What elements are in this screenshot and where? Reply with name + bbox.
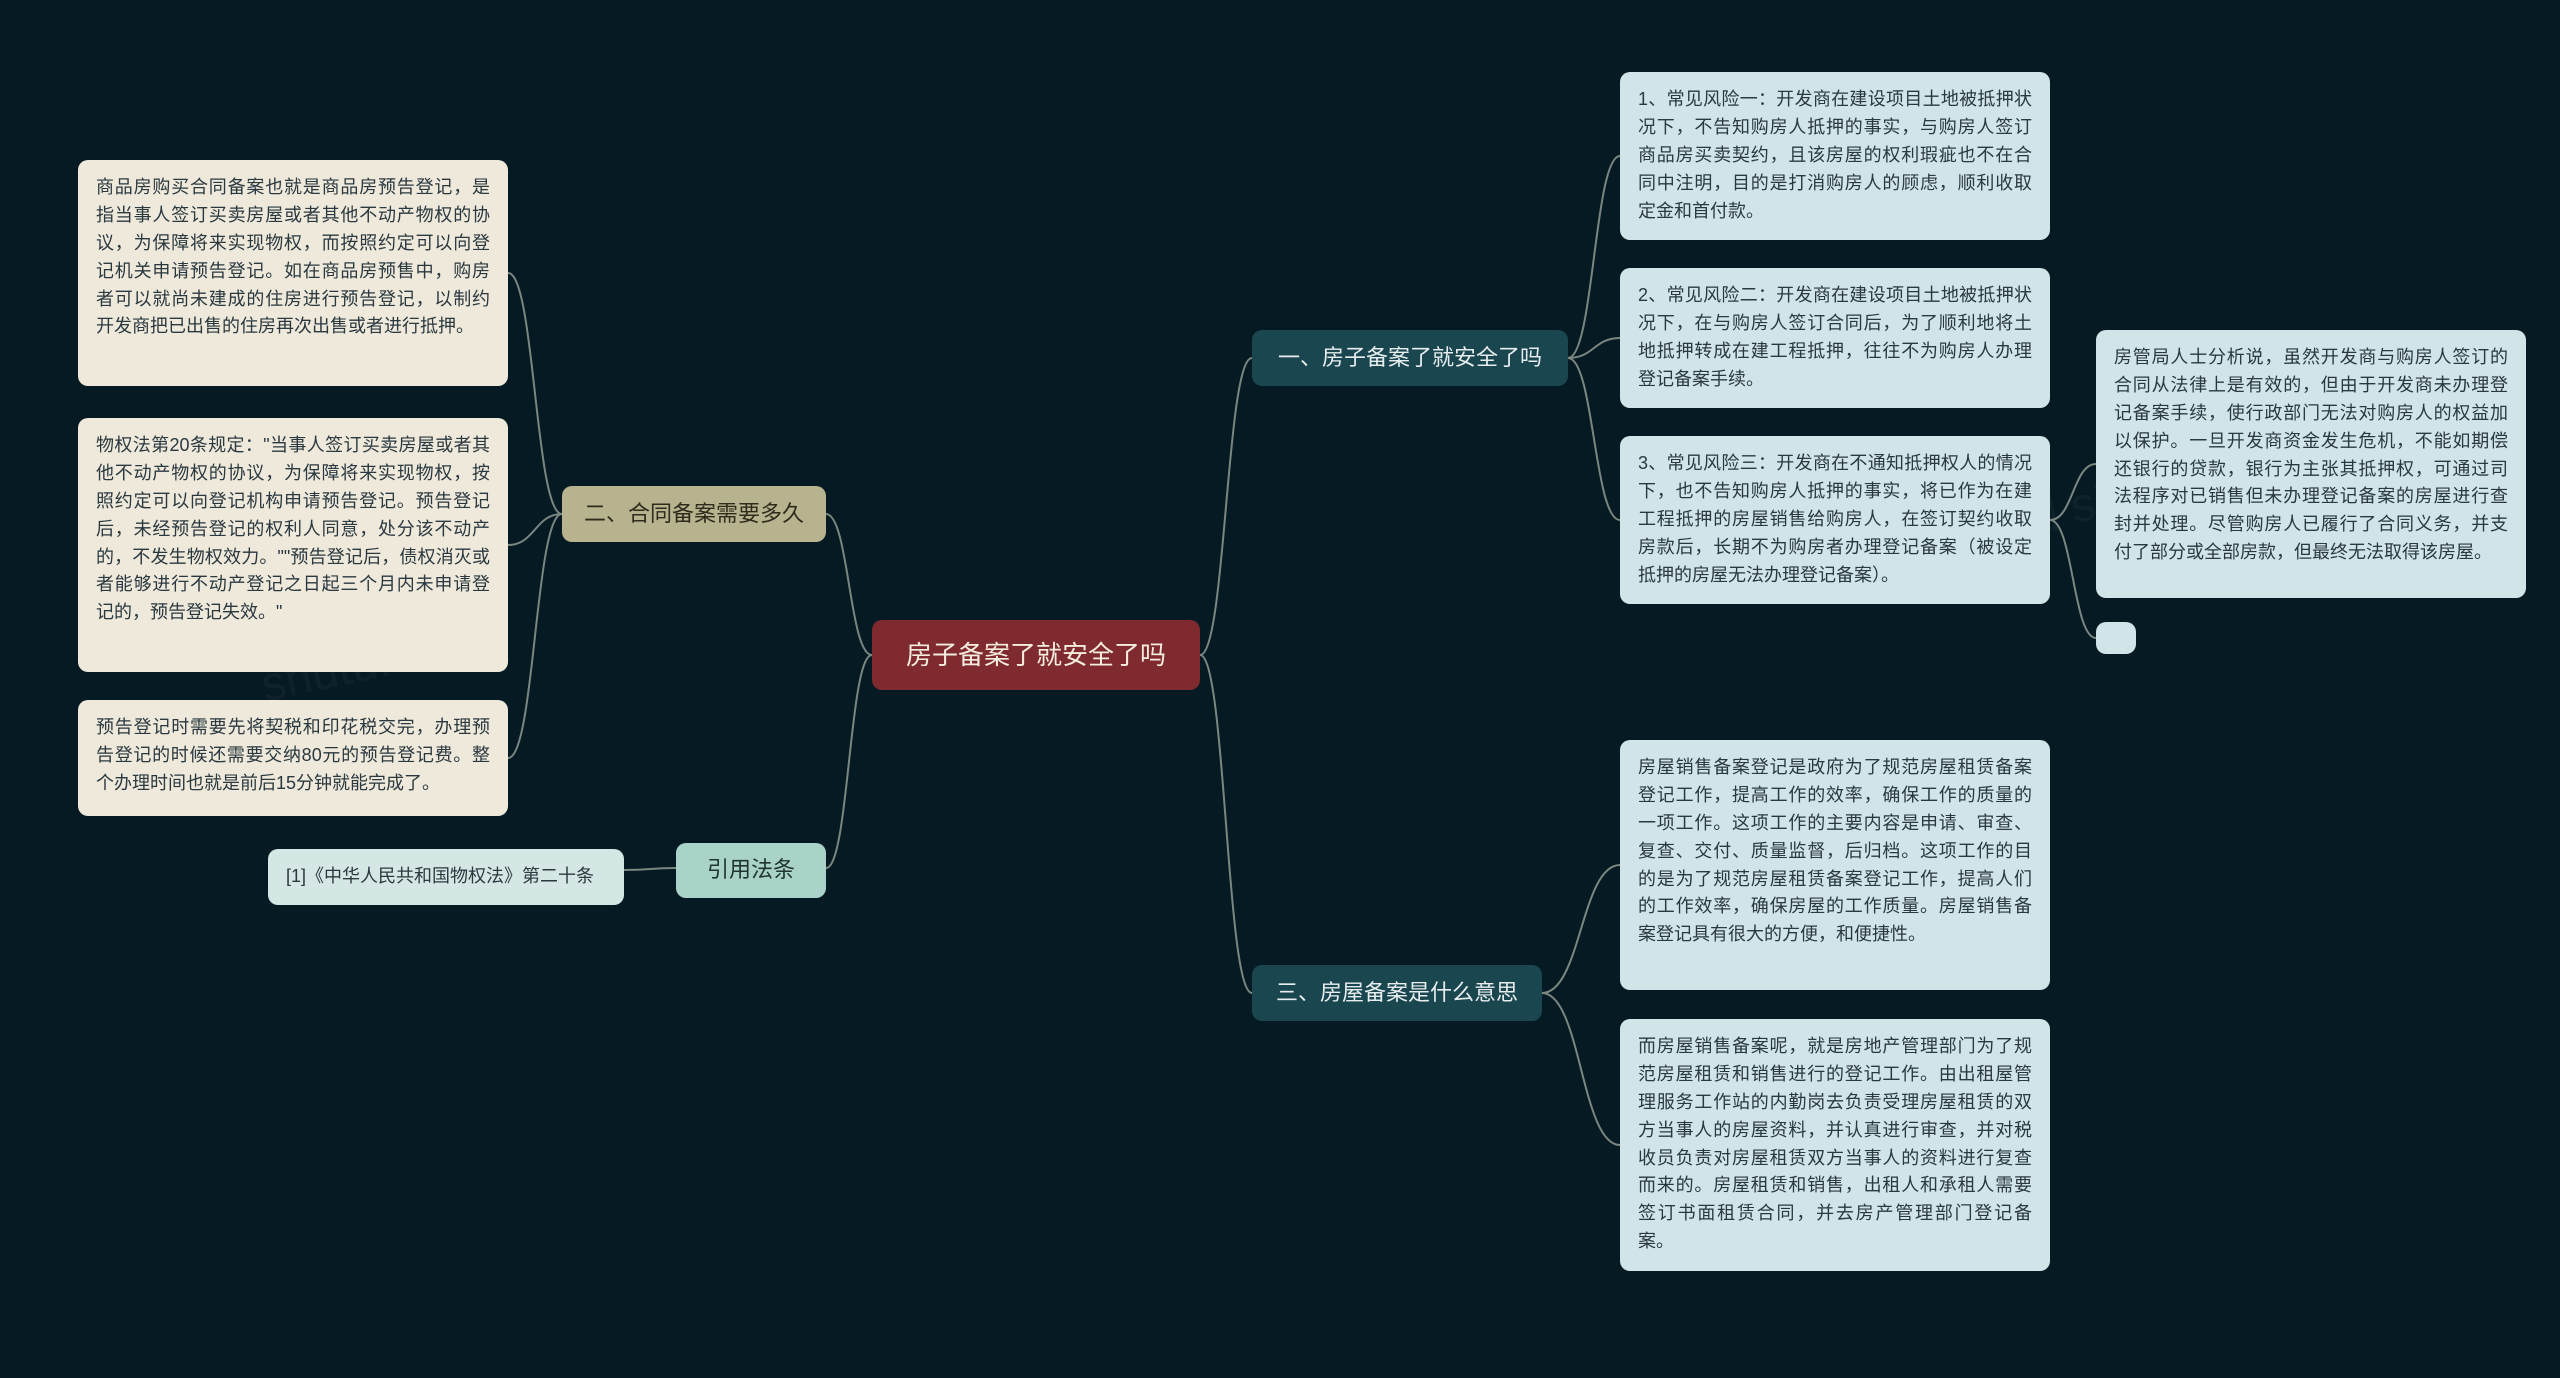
b1: 一、房子备案了就安全了吗	[1252, 330, 1568, 386]
connector	[1200, 358, 1252, 655]
b1-leaf-1: 2、常见风险二：开发商在建设项目土地被抵押状况下，在与购房人签订合同后，为了顺利…	[1620, 268, 2050, 408]
b1-leaf-0: 1、常见风险一：开发商在建设项目土地被抵押状况下，不告知购房人抵押的事实，与购房…	[1620, 72, 2050, 240]
root-node-label: 房子备案了就安全了吗	[906, 637, 1166, 673]
b1-leaf-2-sub-1	[2096, 622, 2136, 654]
b2-leaf-0-label: 商品房购买合同备案也就是商品房预告登记，是指当事人签订买卖房屋或者其他不动产物权…	[96, 177, 490, 336]
b1-leaf-2: 3、常见风险三：开发商在不通知抵押权人的情况下，也不告知购房人抵押的事实，将已作…	[1620, 436, 2050, 604]
connector	[1568, 338, 1620, 358]
connector	[2050, 520, 2096, 638]
b4-leaf-0-label: [1]《中华人民共和国物权法》第二十条	[286, 866, 594, 886]
connector	[1568, 358, 1620, 520]
b3-leaf-1: 而房屋销售备案呢，就是房地产管理部门为了规范房屋租赁和销售进行的登记工作。由出租…	[1620, 1019, 2050, 1271]
connector	[624, 868, 676, 870]
b3-leaf-1-label: 而房屋销售备案呢，就是房地产管理部门为了规范房屋租赁和销售进行的登记工作。由出租…	[1638, 1036, 2032, 1251]
b1-leaf-1-label: 2、常见风险二：开发商在建设项目土地被抵押状况下，在与购房人签订合同后，为了顺利…	[1638, 285, 2032, 389]
b2-label: 二、合同备案需要多久	[584, 499, 804, 530]
connector	[1200, 655, 1252, 993]
b2-leaf-2-label: 预告登记时需要先将契税和印花税交完，办理预告登记的时候还需要交纳80元的预告登记…	[96, 717, 490, 793]
b1-leaf-2-sub-0: 房管局人士分析说，虽然开发商与购房人签订的合同从法律上是有效的，但由于开发商未办…	[2096, 330, 2526, 598]
connector	[826, 514, 872, 655]
connector	[826, 655, 872, 868]
b3-label: 三、房屋备案是什么意思	[1276, 978, 1518, 1009]
b2-leaf-0: 商品房购买合同备案也就是商品房预告登记，是指当事人签订买卖房屋或者其他不动产物权…	[78, 160, 508, 386]
b2-leaf-1: 物权法第20条规定："当事人签订买卖房屋或者其他不动产物权的协议，为保障将来实现…	[78, 418, 508, 672]
connector	[508, 514, 562, 758]
b3-leaf-0-label: 房屋销售备案登记是政府为了规范房屋租赁备案登记工作，提高工作的效率，确保工作的质…	[1638, 757, 2032, 944]
connector	[508, 514, 562, 545]
b1-leaf-0-label: 1、常见风险一：开发商在建设项目土地被抵押状况下，不告知购房人抵押的事实，与购房…	[1638, 89, 2032, 221]
root-node: 房子备案了就安全了吗	[872, 620, 1200, 690]
b4-label: 引用法条	[707, 855, 795, 886]
b3: 三、房屋备案是什么意思	[1252, 965, 1542, 1021]
b3-leaf-0: 房屋销售备案登记是政府为了规范房屋租赁备案登记工作，提高工作的效率，确保工作的质…	[1620, 740, 2050, 990]
connector	[1542, 865, 1620, 993]
connector	[508, 273, 562, 514]
b2-leaf-2: 预告登记时需要先将契税和印花税交完，办理预告登记的时候还需要交纳80元的预告登记…	[78, 700, 508, 816]
b1-leaf-2-label: 3、常见风险三：开发商在不通知抵押权人的情况下，也不告知购房人抵押的事实，将已作…	[1638, 453, 2032, 585]
b4: 引用法条	[676, 843, 826, 898]
b1-leaf-2-sub-0-label: 房管局人士分析说，虽然开发商与购房人签订的合同从法律上是有效的，但由于开发商未办…	[2114, 347, 2508, 562]
connector	[2050, 464, 2096, 520]
b1-label: 一、房子备案了就安全了吗	[1278, 343, 1542, 374]
connector	[1542, 993, 1620, 1145]
b4-leaf-0: [1]《中华人民共和国物权法》第二十条	[268, 849, 624, 905]
connector	[1568, 156, 1620, 358]
b2: 二、合同备案需要多久	[562, 486, 826, 542]
b2-leaf-1-label: 物权法第20条规定："当事人签订买卖房屋或者其他不动产物权的协议，为保障将来实现…	[96, 435, 490, 622]
